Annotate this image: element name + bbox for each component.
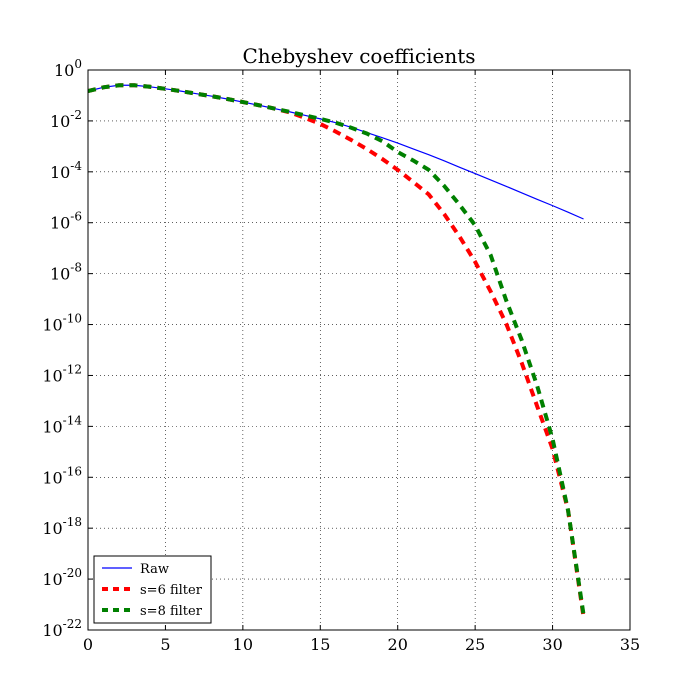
series-line — [87, 84, 584, 220]
y-tick-label: 10-12 — [42, 362, 82, 385]
y-tick-label: 10-22 — [42, 617, 82, 640]
y-tick-base: 10 — [50, 214, 70, 233]
y-tick-label: 10-14 — [42, 413, 82, 436]
y-tick-exponent: -14 — [63, 413, 83, 427]
y-tick-exponent: 0 — [74, 57, 82, 71]
y-tick-label: 10-2 — [50, 108, 82, 131]
y-tick-base: 10 — [42, 570, 62, 589]
series-line — [87, 83, 586, 618]
x-tick-label: 15 — [310, 635, 330, 654]
y-tick-base: 10 — [42, 468, 62, 487]
y-tick-base: 10 — [50, 265, 70, 284]
y-tick-base: 10 — [50, 112, 70, 131]
x-tick-label: 5 — [160, 635, 170, 654]
y-tick-label: 10-10 — [42, 312, 82, 335]
y-tick-exponent: -22 — [63, 617, 82, 631]
y-tick-label: 10-6 — [50, 210, 82, 233]
legend-label: s=8 filter — [140, 604, 203, 619]
x-tick-label: 30 — [542, 635, 562, 654]
y-tick-base: 10 — [42, 417, 62, 436]
y-tick-exponent: -16 — [63, 464, 82, 478]
x-tick-label: 0 — [83, 635, 93, 654]
x-tick-label: 25 — [465, 635, 485, 654]
y-tick-base: 10 — [42, 621, 62, 640]
y-tick-label: 10-8 — [50, 261, 82, 284]
y-tick-exponent: -2 — [70, 108, 82, 122]
chart-title: Chebyshev coefficients — [242, 44, 475, 68]
y-tick-exponent: -20 — [63, 566, 82, 580]
y-tick-exponent: -6 — [70, 210, 82, 224]
y-tick-exponent: -10 — [63, 312, 82, 326]
y-tick-exponent: -12 — [63, 362, 82, 376]
y-tick-label: 10-18 — [42, 515, 82, 538]
y-tick-exponent: -18 — [63, 515, 82, 529]
legend-label: s=6 filter — [140, 583, 203, 598]
y-tick-label: 10-20 — [42, 566, 82, 589]
y-tick-base: 10 — [42, 366, 62, 385]
x-tick-label: 35 — [620, 635, 640, 654]
y-tick-label: 100 — [54, 57, 82, 80]
y-tick-exponent: -4 — [70, 159, 82, 173]
x-tick-label: 20 — [388, 635, 408, 654]
y-tick-exponent: -8 — [70, 261, 82, 275]
y-tick-label: 10-16 — [42, 464, 82, 487]
y-tick-base: 10 — [54, 61, 74, 80]
y-tick-base: 10 — [50, 163, 70, 182]
legend-label: Raw — [140, 562, 169, 577]
series-line — [87, 83, 586, 615]
y-tick-base: 10 — [42, 519, 62, 538]
x-tick-label: 10 — [233, 635, 253, 654]
y-tick-label: 10-4 — [50, 159, 82, 182]
y-tick-base: 10 — [42, 316, 62, 335]
plot-frame — [87, 69, 631, 631]
